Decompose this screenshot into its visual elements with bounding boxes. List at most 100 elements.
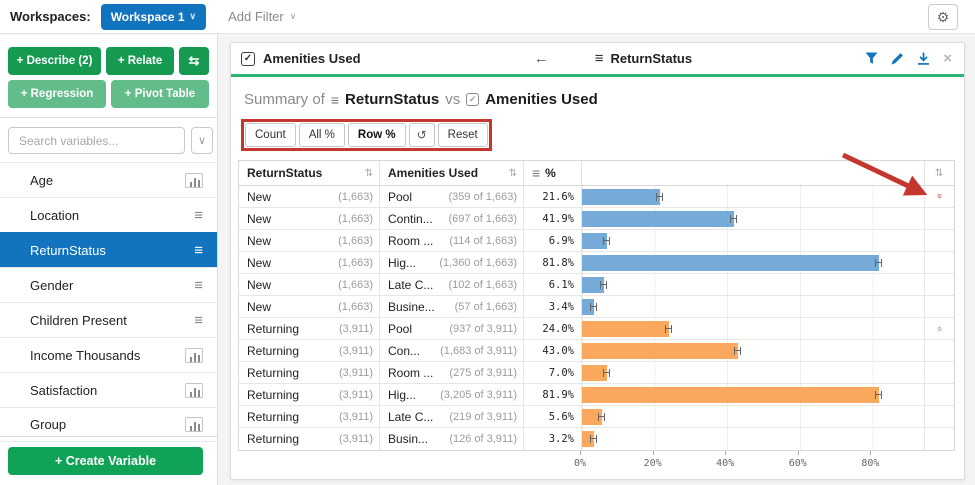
column-header-returnstatus[interactable]: ReturnStatus ⇅ [239, 161, 379, 185]
percent-cell: 21.6% [523, 186, 581, 207]
download-icon[interactable] [917, 52, 930, 65]
row-sort-cell[interactable] [924, 252, 953, 273]
checkbox-icon[interactable]: ✓ [241, 51, 255, 66]
return-status-cell: Returning (3,911) [239, 406, 379, 427]
row-bar [582, 431, 594, 447]
describe-button[interactable]: + Describe (2) [8, 47, 102, 75]
swap-variables-button[interactable]: ⇆ [179, 47, 209, 75]
x-axis-row: 0% 20% 40% 60% 80% [238, 451, 955, 475]
row-sort-cell[interactable] [924, 230, 953, 251]
row-status-count: (1,663) [338, 190, 373, 203]
column-header-percent[interactable]: ≡ % [523, 161, 581, 185]
sidebar-item-income-thousands[interactable]: Income Thousands [0, 337, 217, 372]
table-row[interactable]: Returning (3,911) Con... (1,683 of 3,911) 43… [239, 340, 954, 362]
divider [0, 436, 217, 437]
table-row[interactable]: New (1,663) Hig... (1,360 of 1,663) 81.8% [239, 252, 954, 274]
return-status-cell: Returning (3,911) [239, 384, 379, 405]
sidebar-item-gender[interactable]: Gender ≡ [0, 267, 217, 302]
table-row[interactable]: New (1,663) Contin... (697 of 1,663) 41.9% [239, 208, 954, 230]
return-status-cell: Returning (3,911) [239, 428, 379, 450]
row-sort-cell[interactable] [924, 384, 953, 405]
row-status-count: (1,663) [338, 256, 373, 269]
sidebar-item-satisfaction[interactable]: Satisfaction [0, 372, 217, 407]
table-row[interactable]: Returning (3,911) Busin... (126 of 3,911) 3.… [239, 428, 954, 450]
relate-button[interactable]: + Relate [106, 47, 174, 75]
sort-icon-red[interactable]: « [933, 194, 945, 199]
add-filter-button[interactable]: Add Filter ∨ [228, 9, 296, 24]
variable-filter-dropdown-button[interactable]: ∨ [191, 127, 214, 154]
table-row[interactable]: New (1,663) Pool (359 of 1,663) 21.6% « [239, 186, 954, 208]
sort-icon[interactable]: ⇅ [934, 167, 944, 179]
row-status-label: Returning [247, 409, 300, 424]
sidebar-item-children-present[interactable]: Children Present ≡ [0, 302, 217, 337]
workspace-name: Workspace 1 [110, 9, 185, 24]
error-whisker [874, 258, 882, 267]
gear-icon: ⚙ [936, 8, 950, 25]
row-bar [582, 365, 608, 381]
table-row[interactable]: New (1,663) Late C... (102 of 1,663) 6.1% [239, 274, 954, 296]
row-bar [582, 277, 605, 293]
table-row[interactable]: Returning (3,911) Pool (937 of 3,911) 24.0% « [239, 318, 954, 340]
row-percent-mode-button[interactable]: Row % [347, 123, 406, 147]
percent-cell: 81.9% [523, 384, 581, 405]
row-status-label: Returning [247, 365, 300, 380]
workspace-selector-button[interactable]: Workspace 1 ∨ [100, 3, 207, 30]
row-sort-cell[interactable] [924, 296, 953, 317]
percent-cell: 6.9% [523, 230, 581, 251]
sidebar-item-age[interactable]: Age [0, 162, 217, 197]
count-mode-button[interactable]: Count [245, 123, 296, 147]
create-variable-button[interactable]: + Create Variable [8, 447, 203, 475]
row-status-label: New [247, 277, 272, 292]
close-icon[interactable]: × [943, 50, 952, 67]
sort-icon[interactable]: ⇅ [508, 167, 517, 179]
bar-cell [581, 384, 924, 405]
amenity-cell: Pool (359 of 1,663) [379, 186, 523, 207]
table-row[interactable]: Returning (3,911) Late C... (219 of 3,911) 5… [239, 406, 954, 428]
filter-icon[interactable] [865, 52, 878, 65]
expand-icon[interactable]: « [933, 326, 945, 331]
sort-icon[interactable]: ⇅ [364, 167, 373, 179]
regression-button[interactable]: + Regression [8, 80, 106, 108]
error-whisker [665, 324, 673, 333]
row-sort-cell[interactable] [924, 340, 953, 361]
summary-variable-2: Amenities Used [485, 91, 598, 108]
row-amenity-count: (114 of 1,663) [449, 234, 517, 247]
edit-pencil-icon[interactable] [891, 52, 904, 65]
row-sort-cell[interactable]: « [924, 186, 953, 207]
row-sort-cell[interactable] [924, 208, 953, 229]
row-sort-cell[interactable] [924, 274, 953, 295]
context-variable-chip[interactable]: ≡ ReturnStatus [595, 50, 692, 67]
table-row[interactable]: Returning (3,911) Hig... (3,205 of 3,911) 81… [239, 384, 954, 406]
amenity-cell: Room ... (275 of 3,911) [379, 362, 523, 383]
axis-tick: 20% [644, 451, 671, 469]
row-sort-cell[interactable] [924, 362, 953, 383]
sidebar-item-returnstatus[interactable]: ReturnStatus ≡ [0, 232, 217, 267]
reset-button[interactable]: Reset [437, 123, 488, 147]
all-percent-mode-button[interactable]: All % [298, 123, 345, 147]
refresh-button[interactable]: ↺ [408, 123, 435, 147]
row-amenity-count: (359 of 1,663) [448, 190, 518, 203]
row-bar [582, 409, 603, 425]
column-header-amenities[interactable]: Amenities Used ⇅ [379, 161, 523, 185]
back-arrow-icon[interactable]: ← [533, 50, 549, 67]
bar-cell [581, 340, 924, 361]
sidebar-item-location[interactable]: Location ≡ [0, 197, 217, 232]
settings-button[interactable]: ⚙ [928, 4, 958, 30]
amenity-cell: Busin... (126 of 3,911) [379, 428, 523, 450]
table-row[interactable]: New (1,663) Room ... (114 of 1,663) 6.9% [239, 230, 954, 252]
table-row[interactable]: New (1,663) Busine... (57 of 1,663) 3.4% [239, 296, 954, 318]
column-header-sort[interactable]: ⇅ [924, 161, 953, 185]
row-sort-cell[interactable]: « [924, 318, 953, 339]
search-input[interactable] [8, 127, 185, 154]
bar-cell [581, 406, 924, 427]
return-status-cell: New (1,663) [239, 230, 379, 251]
error-whisker [589, 435, 597, 443]
row-sort-cell[interactable] [924, 406, 953, 427]
top-bar: Workspaces: Workspace 1 ∨ Add Filter ∨ ⚙ [0, 0, 975, 34]
row-status-count: (1,663) [338, 234, 373, 247]
table-row[interactable]: Returning (3,911) Room ... (275 of 3,911) 7.… [239, 362, 954, 384]
row-status-count: (3,911) [338, 433, 373, 445]
variable-label: Group [30, 417, 67, 432]
row-sort-cell[interactable] [924, 428, 953, 450]
pivot-table-button[interactable]: + Pivot Table [111, 80, 209, 108]
